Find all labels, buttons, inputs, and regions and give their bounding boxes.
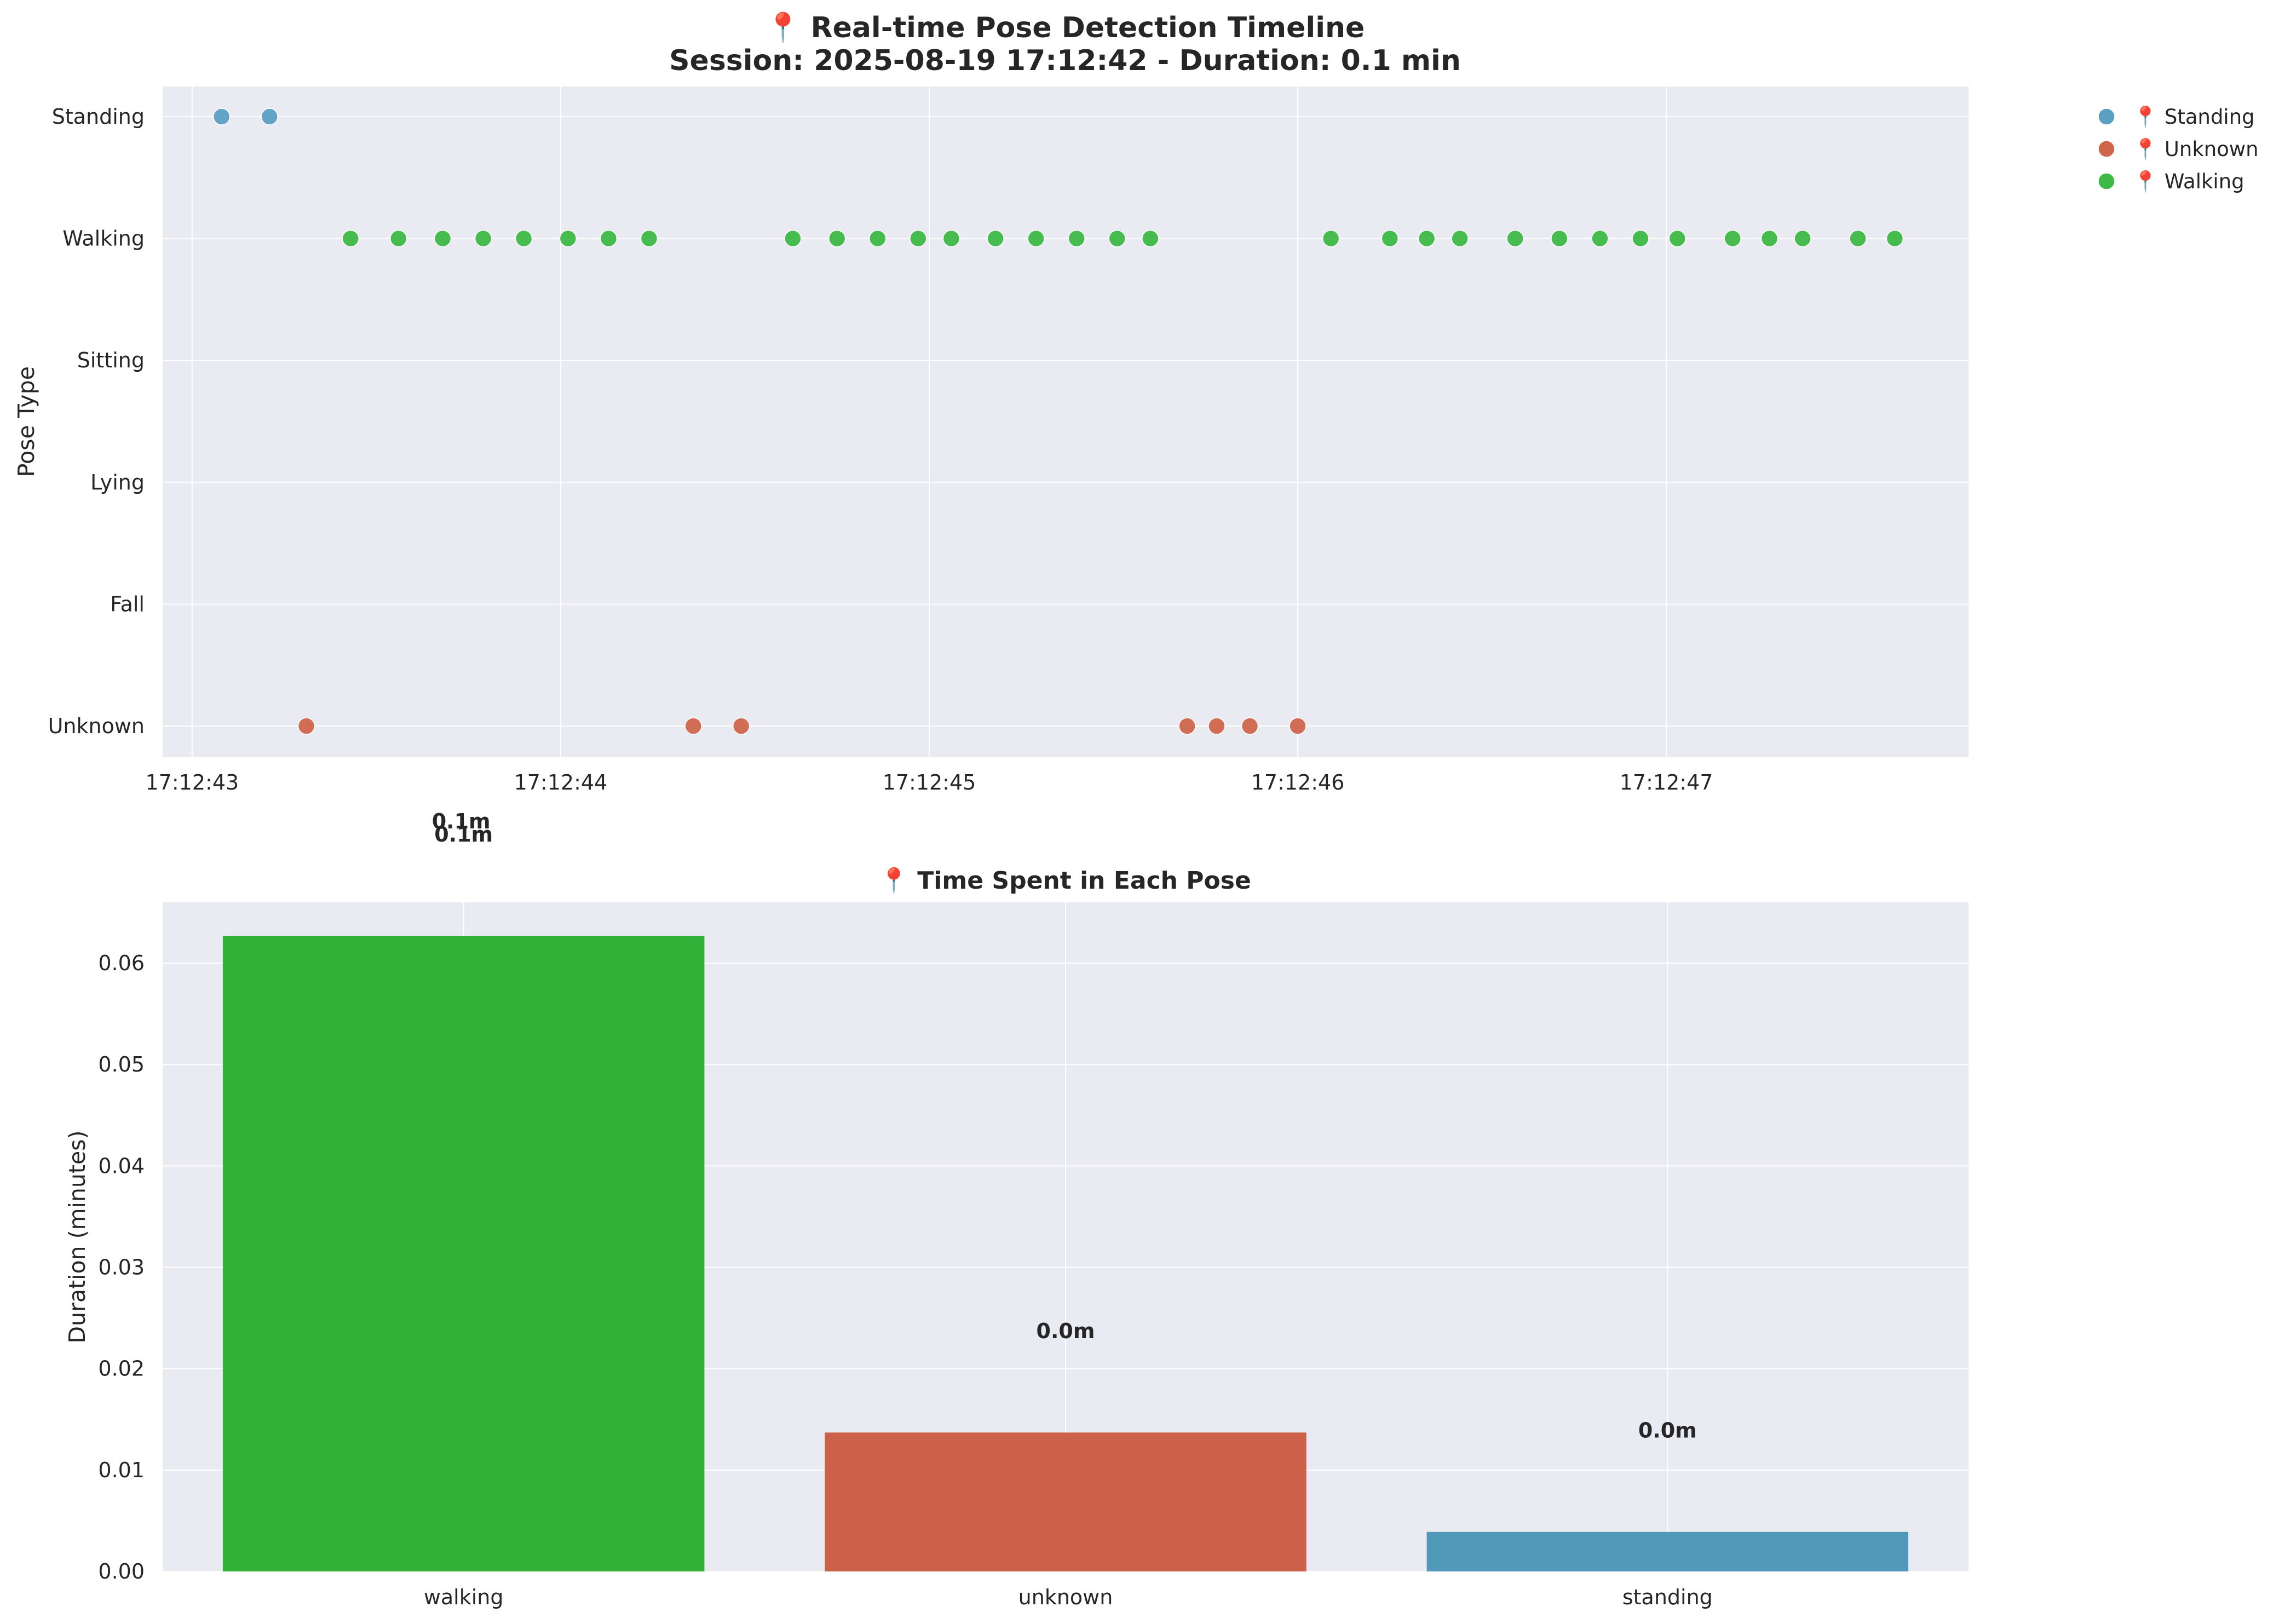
timeline-point-walking — [435, 231, 451, 247]
timeline-y-axis-label: Pose Type — [13, 366, 39, 477]
timeline-subtitle: Session: 2025-08-19 17:12:42 - Duration:… — [669, 44, 1461, 77]
timeline-point-unknown — [1179, 718, 1195, 734]
pose-duration-bar-chart: 📍 Time Spent in Each Pose 0.00 0.01 0.02 0.… — [64, 822, 1969, 1609]
timeline-x-tick: 17:12:43 — [146, 770, 239, 794]
timeline-point-unknown — [685, 718, 701, 734]
timeline-point-walking — [600, 231, 617, 247]
timeline-y-tick: Standing — [52, 105, 145, 129]
bar-y-tick: 0.06 — [98, 951, 145, 975]
timeline-point-unknown — [733, 718, 750, 734]
timeline-point-walking — [516, 231, 532, 247]
timeline-point-walking — [1452, 231, 1468, 247]
bar-value-label: 0.1m — [434, 822, 493, 846]
timeline-x-tick: 17:12:44 — [514, 770, 608, 794]
timeline-point-walking — [641, 231, 657, 247]
timeline-point-walking — [1142, 231, 1159, 247]
bar-y-tick: 0.01 — [98, 1458, 145, 1482]
timeline-point-walking — [1850, 231, 1866, 247]
bar-x-tick: unknown — [1018, 1585, 1113, 1609]
timeline-point-walking — [1724, 231, 1741, 247]
timeline-point-walking — [870, 231, 886, 247]
bar-chart-title: 📍 Time Spent in Each Pose — [879, 867, 1251, 895]
timeline-point-unknown — [1208, 718, 1225, 734]
bar-y-tick: 0.02 — [98, 1357, 145, 1381]
timeline-point-walking — [1109, 231, 1125, 247]
timeline-point-walking — [1886, 231, 1903, 247]
pose-timeline-chart: 📍 Real-time Pose Detection Timeline Sess… — [13, 11, 2259, 833]
timeline-point-walking — [1068, 231, 1085, 247]
timeline-point-walking — [1507, 231, 1523, 247]
legend-label-walking: 📍 Walking — [2133, 170, 2244, 193]
timeline-point-walking — [987, 231, 1004, 247]
timeline-point-unknown — [1290, 718, 1306, 734]
timeline-x-tick: 17:12:47 — [1620, 770, 1713, 794]
timeline-point-walking — [943, 231, 959, 247]
timeline-point-walking — [829, 231, 845, 247]
bar-y-tick: 0.05 — [98, 1052, 145, 1076]
timeline-point-unknown — [1242, 718, 1258, 734]
timeline-point-standing — [261, 108, 278, 125]
bar-y-tick: 0.04 — [98, 1154, 145, 1178]
timeline-y-tick: Sitting — [77, 348, 145, 372]
bar-unknown — [825, 1432, 1306, 1571]
timeline-point-walking — [560, 231, 576, 247]
legend-label-standing: 📍 Standing — [2133, 105, 2255, 129]
timeline-y-tick: Fall — [110, 592, 145, 616]
legend-marker-unknown — [2098, 141, 2115, 157]
timeline-point-walking — [1382, 231, 1398, 247]
timeline-x-tick: 17:12:46 — [1251, 770, 1345, 794]
timeline-y-tick: Walking — [62, 227, 145, 251]
timeline-title: 📍 Real-time Pose Detection Timeline — [765, 11, 1365, 44]
bar-y-axis-label: Duration (minutes) — [64, 1130, 90, 1343]
legend-marker-standing — [2098, 108, 2115, 125]
timeline-point-walking — [342, 231, 359, 247]
timeline-point-standing — [214, 108, 230, 125]
timeline-x-tick: 17:12:45 — [883, 770, 976, 794]
timeline-point-walking — [475, 231, 492, 247]
bar-x-tick: standing — [1622, 1585, 1713, 1609]
timeline-y-tick: Lying — [90, 470, 145, 494]
timeline-point-walking — [1551, 231, 1568, 247]
bar-value-label: 0.0m — [1638, 1419, 1697, 1443]
bar-value-label: 0.0m — [1037, 1319, 1095, 1343]
bar-standing — [1427, 1532, 1908, 1571]
bar-x-tick: walking — [424, 1585, 504, 1609]
timeline-point-walking — [1794, 231, 1811, 247]
timeline-y-tick: Unknown — [48, 714, 145, 738]
timeline-point-walking — [910, 231, 926, 247]
timeline-point-walking — [1592, 231, 1608, 247]
timeline-point-walking — [1669, 231, 1685, 247]
timeline-plot-area — [163, 87, 1969, 757]
bar-y-tick: 0.03 — [98, 1256, 145, 1280]
timeline-point-unknown — [298, 718, 314, 734]
timeline-point-walking — [785, 231, 801, 247]
legend-marker-walking — [2098, 173, 2115, 189]
timeline-point-walking — [1762, 231, 1778, 247]
bar-walking — [223, 936, 704, 1571]
legend-label-unknown: 📍 Unknown — [2133, 137, 2259, 161]
timeline-point-walking — [1028, 231, 1044, 247]
timeline-point-walking — [1323, 231, 1339, 247]
timeline-point-walking — [390, 231, 407, 247]
timeline-point-walking — [1419, 231, 1435, 247]
timeline-point-walking — [1632, 231, 1649, 247]
bar-y-tick: 0.00 — [98, 1559, 145, 1583]
